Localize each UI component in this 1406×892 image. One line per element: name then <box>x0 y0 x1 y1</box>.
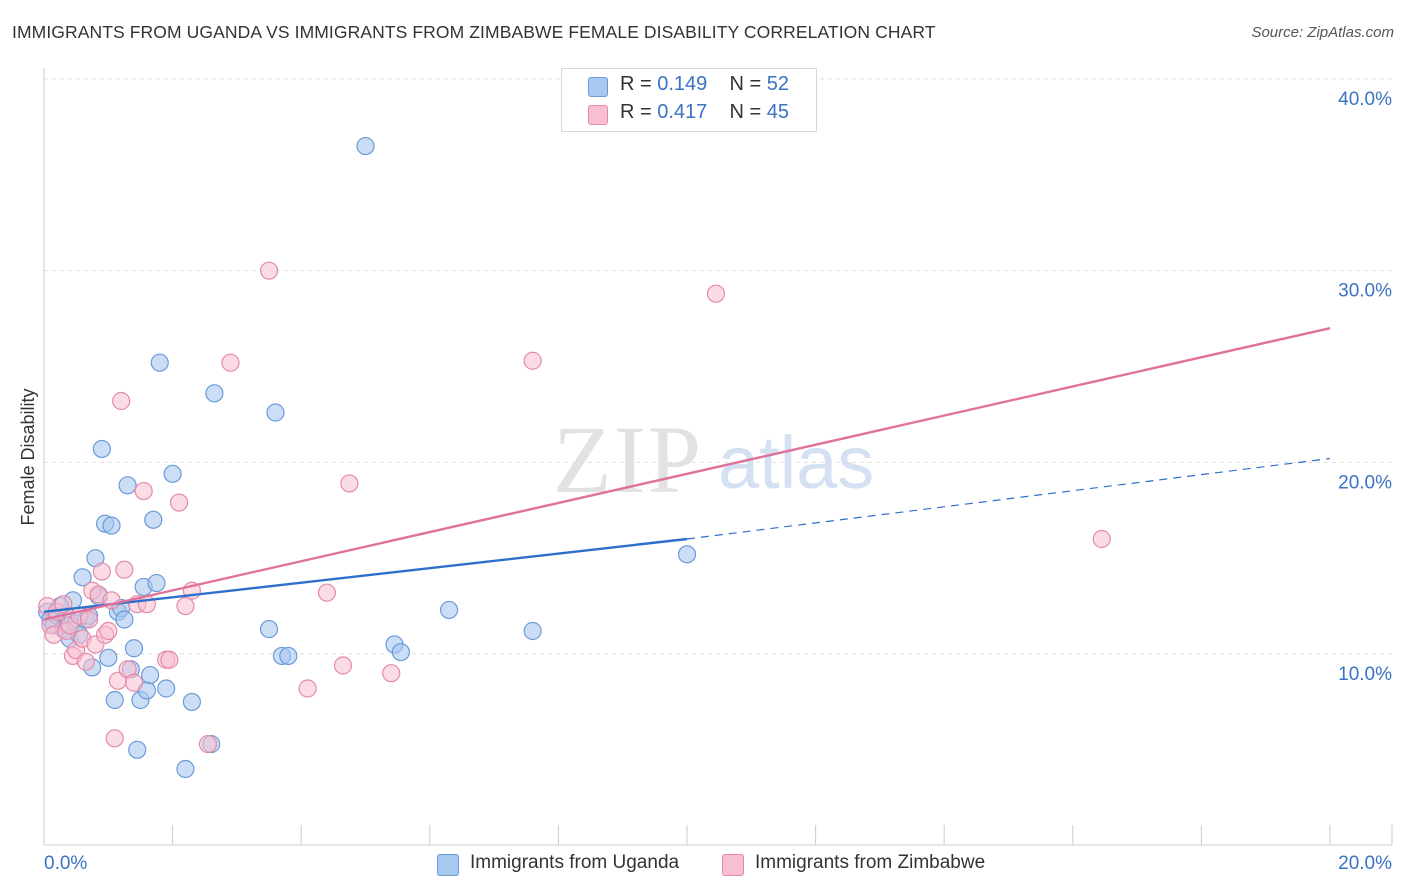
uganda-point-44 <box>279 646 298 666</box>
uganda-point-35 <box>157 679 176 698</box>
uganda-n-value: 52 <box>766 73 790 95</box>
zimbabwe-point-12 <box>79 610 99 629</box>
uganda-point-42 <box>266 403 285 422</box>
labels-layer: 10.0% 20.0% 30.0% 40.0% 0.0% 20.0% Female Disa… <box>18 89 1392 874</box>
uganda-point-23 <box>115 610 134 629</box>
uganda-point-47 <box>391 642 410 662</box>
zimbabwe-point-23 <box>115 560 134 579</box>
watermark-zip: ZIP <box>553 406 703 513</box>
source-label: Source: ZipAtlas.com <box>1251 24 1394 41</box>
correlation-legend: R = 0.149 N = 52 R = 0.417 N = 45 <box>561 68 817 132</box>
zimbabwe-point-35 <box>221 353 240 372</box>
zimbabwe-point-25 <box>124 673 144 692</box>
zimbabwe-point-16 <box>92 562 111 581</box>
zimbabwe-point-18 <box>99 621 118 641</box>
uganda-point-45 <box>356 136 375 156</box>
x-tick-label-20: 20.0% <box>1338 853 1392 874</box>
zimbabwe-legend-label: Immigrants from Zimbabwe <box>755 852 986 873</box>
zimbabwe-point-42 <box>523 351 542 370</box>
zimbabwe-trend-line <box>43 326 1331 621</box>
uganda-point-33 <box>147 573 166 593</box>
uganda-point-49 <box>523 621 542 641</box>
uganda-point-16 <box>92 439 111 459</box>
zimbabwe-n-value: 45 <box>766 101 790 123</box>
uganda-point-27 <box>128 740 147 759</box>
zimbabwe-point-41 <box>382 664 401 683</box>
zimbabwe-point-27 <box>134 481 153 501</box>
y-tick-label-10: 10.0% <box>1338 664 1392 685</box>
y-axis-label: Female Disability <box>18 388 38 525</box>
zimbabwe-swatch-icon <box>588 105 608 125</box>
uganda-r-value: 0.149 <box>657 73 708 95</box>
uganda-point-19 <box>102 516 121 535</box>
zimbabwe-point-30 <box>160 650 179 669</box>
trend-layer <box>43 326 1331 621</box>
watermark-atlas: atlas <box>718 421 874 504</box>
uganda-n-label: N = <box>729 73 767 95</box>
y-tick-label-30: 30.0% <box>1338 281 1392 302</box>
zimbabwe-point-31 <box>169 493 189 512</box>
uganda-r-label: R = <box>620 73 658 95</box>
uganda-point-20 <box>105 690 124 710</box>
zimbabwe-point-20 <box>105 729 124 748</box>
uganda-swatch-icon <box>588 77 608 97</box>
zimbabwe-point-39 <box>333 656 353 675</box>
uganda-trend-line <box>43 537 688 614</box>
uganda-point-18 <box>99 648 118 667</box>
watermark: ZIP atlas <box>553 406 874 513</box>
chart-title: IMMIGRANTS FROM UGANDA VS IMMIGRANTS FRO… <box>12 22 936 42</box>
uganda-point-40 <box>176 759 195 779</box>
uganda-point-50 <box>677 545 697 564</box>
x-tick-label-0: 0.0% <box>44 853 87 874</box>
zimbabwe-point-22 <box>112 391 131 411</box>
axis-layer <box>43 68 1393 846</box>
uganda-trend-extension <box>686 457 1331 540</box>
uganda-point-24 <box>118 476 137 495</box>
zimbabwe-r-label: R = <box>620 101 658 123</box>
zimbabwe-point-11 <box>76 652 95 671</box>
zimbabwe-point-38 <box>317 583 337 602</box>
y-tick-label-20: 20.0% <box>1338 472 1392 493</box>
zimbabwe-n-label: N = <box>729 101 767 123</box>
zimbabwe-point-37 <box>298 679 317 698</box>
zimbabwe-legend-swatch-icon <box>722 854 744 876</box>
y-tick-label-40: 40.0% <box>1338 89 1392 110</box>
uganda-legend-swatch-icon <box>437 854 459 876</box>
zimbabwe-r-value: 0.417 <box>657 101 708 123</box>
uganda-point-10 <box>73 568 92 587</box>
uganda-point-26 <box>124 639 144 658</box>
zimbabwe-point-32 <box>176 596 195 616</box>
zimbabwe-point-40 <box>340 474 359 493</box>
uganda-point-41 <box>259 619 279 639</box>
uganda-point-39 <box>205 384 224 403</box>
grid-layer <box>44 78 1392 655</box>
uganda-point-37 <box>182 692 201 712</box>
zimbabwe-point-44 <box>1092 529 1111 549</box>
zimbabwe-point-34 <box>198 734 218 754</box>
uganda-point-32 <box>144 510 163 529</box>
uganda-legend-label: Immigrants from Uganda <box>470 852 680 873</box>
zimbabwe-point-43 <box>706 284 726 303</box>
uganda-point-48 <box>439 600 459 620</box>
uganda-point-34 <box>150 353 169 372</box>
uganda-point-36 <box>163 464 182 483</box>
zimbabwe-point-36 <box>259 261 279 280</box>
uganda-point-31 <box>140 665 160 685</box>
